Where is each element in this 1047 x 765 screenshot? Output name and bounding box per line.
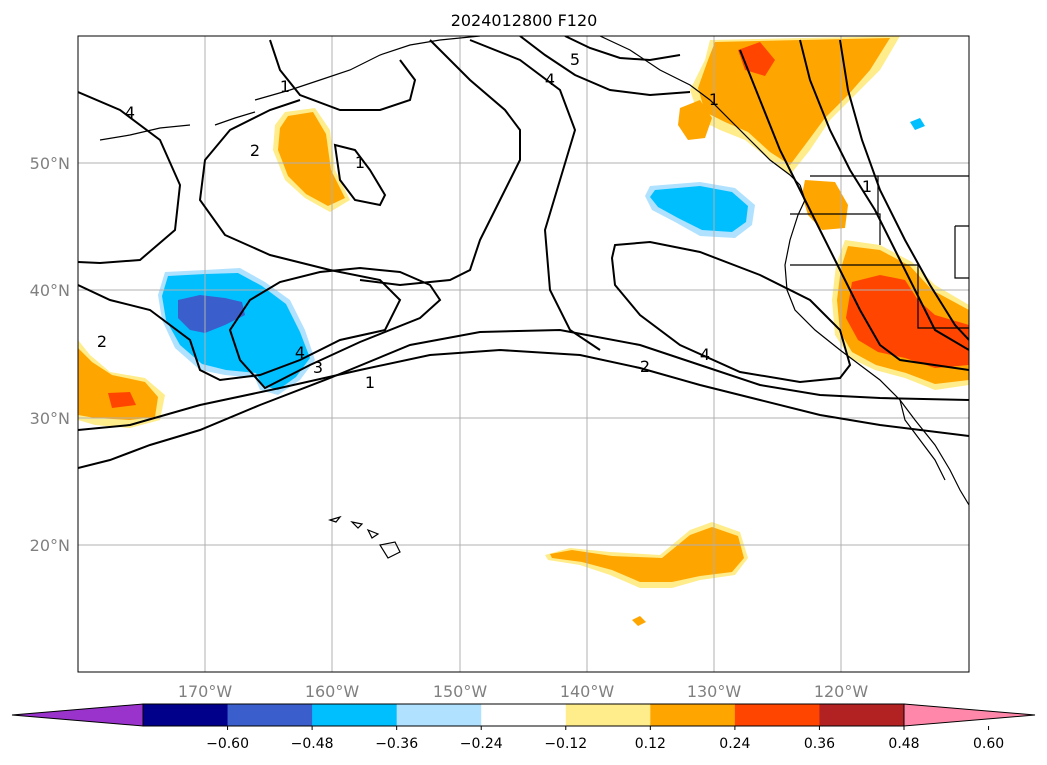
colorbar-segment: [227, 704, 313, 726]
colorbar-segment: [650, 704, 736, 726]
contour-label: 4: [295, 343, 305, 362]
contour-1-aleutian: [269, 39, 417, 111]
colorbar-segment: [734, 704, 820, 726]
colorbar-tick-label: 0.36: [804, 736, 835, 752]
lat-label: 40°N: [30, 281, 70, 300]
contour-label: 1: [355, 153, 365, 172]
colorbar-tick-label: −0.36: [375, 736, 418, 752]
colorbar-segment: [143, 704, 229, 726]
colorbar-tick-label: 0.60: [973, 736, 1004, 752]
map-title: 2024012800 F120: [451, 11, 598, 30]
contour-1-south: [78, 348, 969, 437]
contour-east-1: [739, 49, 969, 371]
contour-4-west: [78, 91, 182, 265]
contour-mid2: [469, 39, 601, 351]
contour-4-north: [564, 36, 681, 62]
colorbar-segment: [565, 704, 651, 726]
map-panel: 4 2 1 1 5 4 1 2 4 3 1 2 4 1: [78, 36, 969, 672]
lat-label: 30°N: [30, 409, 70, 428]
contour-south-low: [78, 328, 969, 469]
colorbar-segment: [396, 704, 482, 726]
lon-label: 150°W: [433, 682, 488, 701]
contour-label: 4: [125, 103, 135, 122]
contour-3: [228, 266, 442, 390]
contour-label: 5: [570, 50, 580, 69]
contour-label: 2: [97, 332, 107, 351]
lat-label: 20°N: [30, 536, 70, 555]
colorbar-tick-label: 0.12: [635, 736, 666, 752]
colorbar-extend-high: [903, 703, 1036, 727]
colorbar-tick-label: −0.60: [206, 736, 249, 752]
contour-label: 4: [700, 345, 710, 364]
lon-label: 130°W: [687, 682, 742, 701]
latitude-labels: 50°N 40°N 30°N 20°N: [30, 154, 70, 555]
contour-label: 1: [365, 373, 375, 392]
colorbar: −0.60 −0.48 −0.36 −0.24 −0.12 0.12 0.24 0.36 0.4…: [11, 703, 1036, 752]
lon-label: 160°W: [305, 682, 360, 701]
contour-label: 3: [313, 358, 323, 377]
colorbar-extend-low: [11, 703, 144, 727]
lon-label: 120°W: [814, 682, 869, 701]
colorbar-segment: [819, 704, 905, 726]
contour-label: 1: [862, 177, 872, 196]
contour-label: 4: [545, 70, 555, 89]
colorbar-frame: [142, 703, 905, 727]
longitude-labels: 170°W 160°W 150°W 140°W 130°W 120°W: [178, 682, 869, 701]
contour-labels: 4 2 1 1 5 4 1 2 4 3 1 2 4 1: [97, 50, 872, 392]
colorbar-tick-label: −0.48: [291, 736, 334, 752]
contour-label: 2: [250, 141, 260, 160]
contour-east-2: [799, 39, 969, 351]
colorbar-segment: [481, 704, 567, 726]
contour-label: 2: [640, 357, 650, 376]
contour-label: 1: [280, 77, 290, 96]
colorbar-tick-label: 0.24: [719, 736, 750, 752]
contour-east-3: [839, 39, 969, 341]
contour-east-low: [610, 240, 852, 384]
colorbar-tick-label: 0.48: [888, 736, 919, 752]
map-frame: [77, 35, 970, 673]
contour-1-loop: [333, 143, 387, 207]
lon-label: 140°W: [560, 682, 615, 701]
contour-label: 1: [709, 90, 719, 109]
contour-lines: [78, 36, 969, 469]
colorbar-tick-label: −0.12: [544, 736, 587, 752]
lat-label: 50°N: [30, 154, 70, 173]
colorbar-tick-label: −0.24: [460, 736, 503, 752]
colorbar-segment: [312, 704, 398, 726]
contour-mid: [359, 39, 521, 287]
contour-2: [78, 99, 402, 382]
lon-label: 170°W: [178, 682, 233, 701]
shaded-field: [78, 36, 969, 626]
contour-5: [519, 36, 691, 97]
